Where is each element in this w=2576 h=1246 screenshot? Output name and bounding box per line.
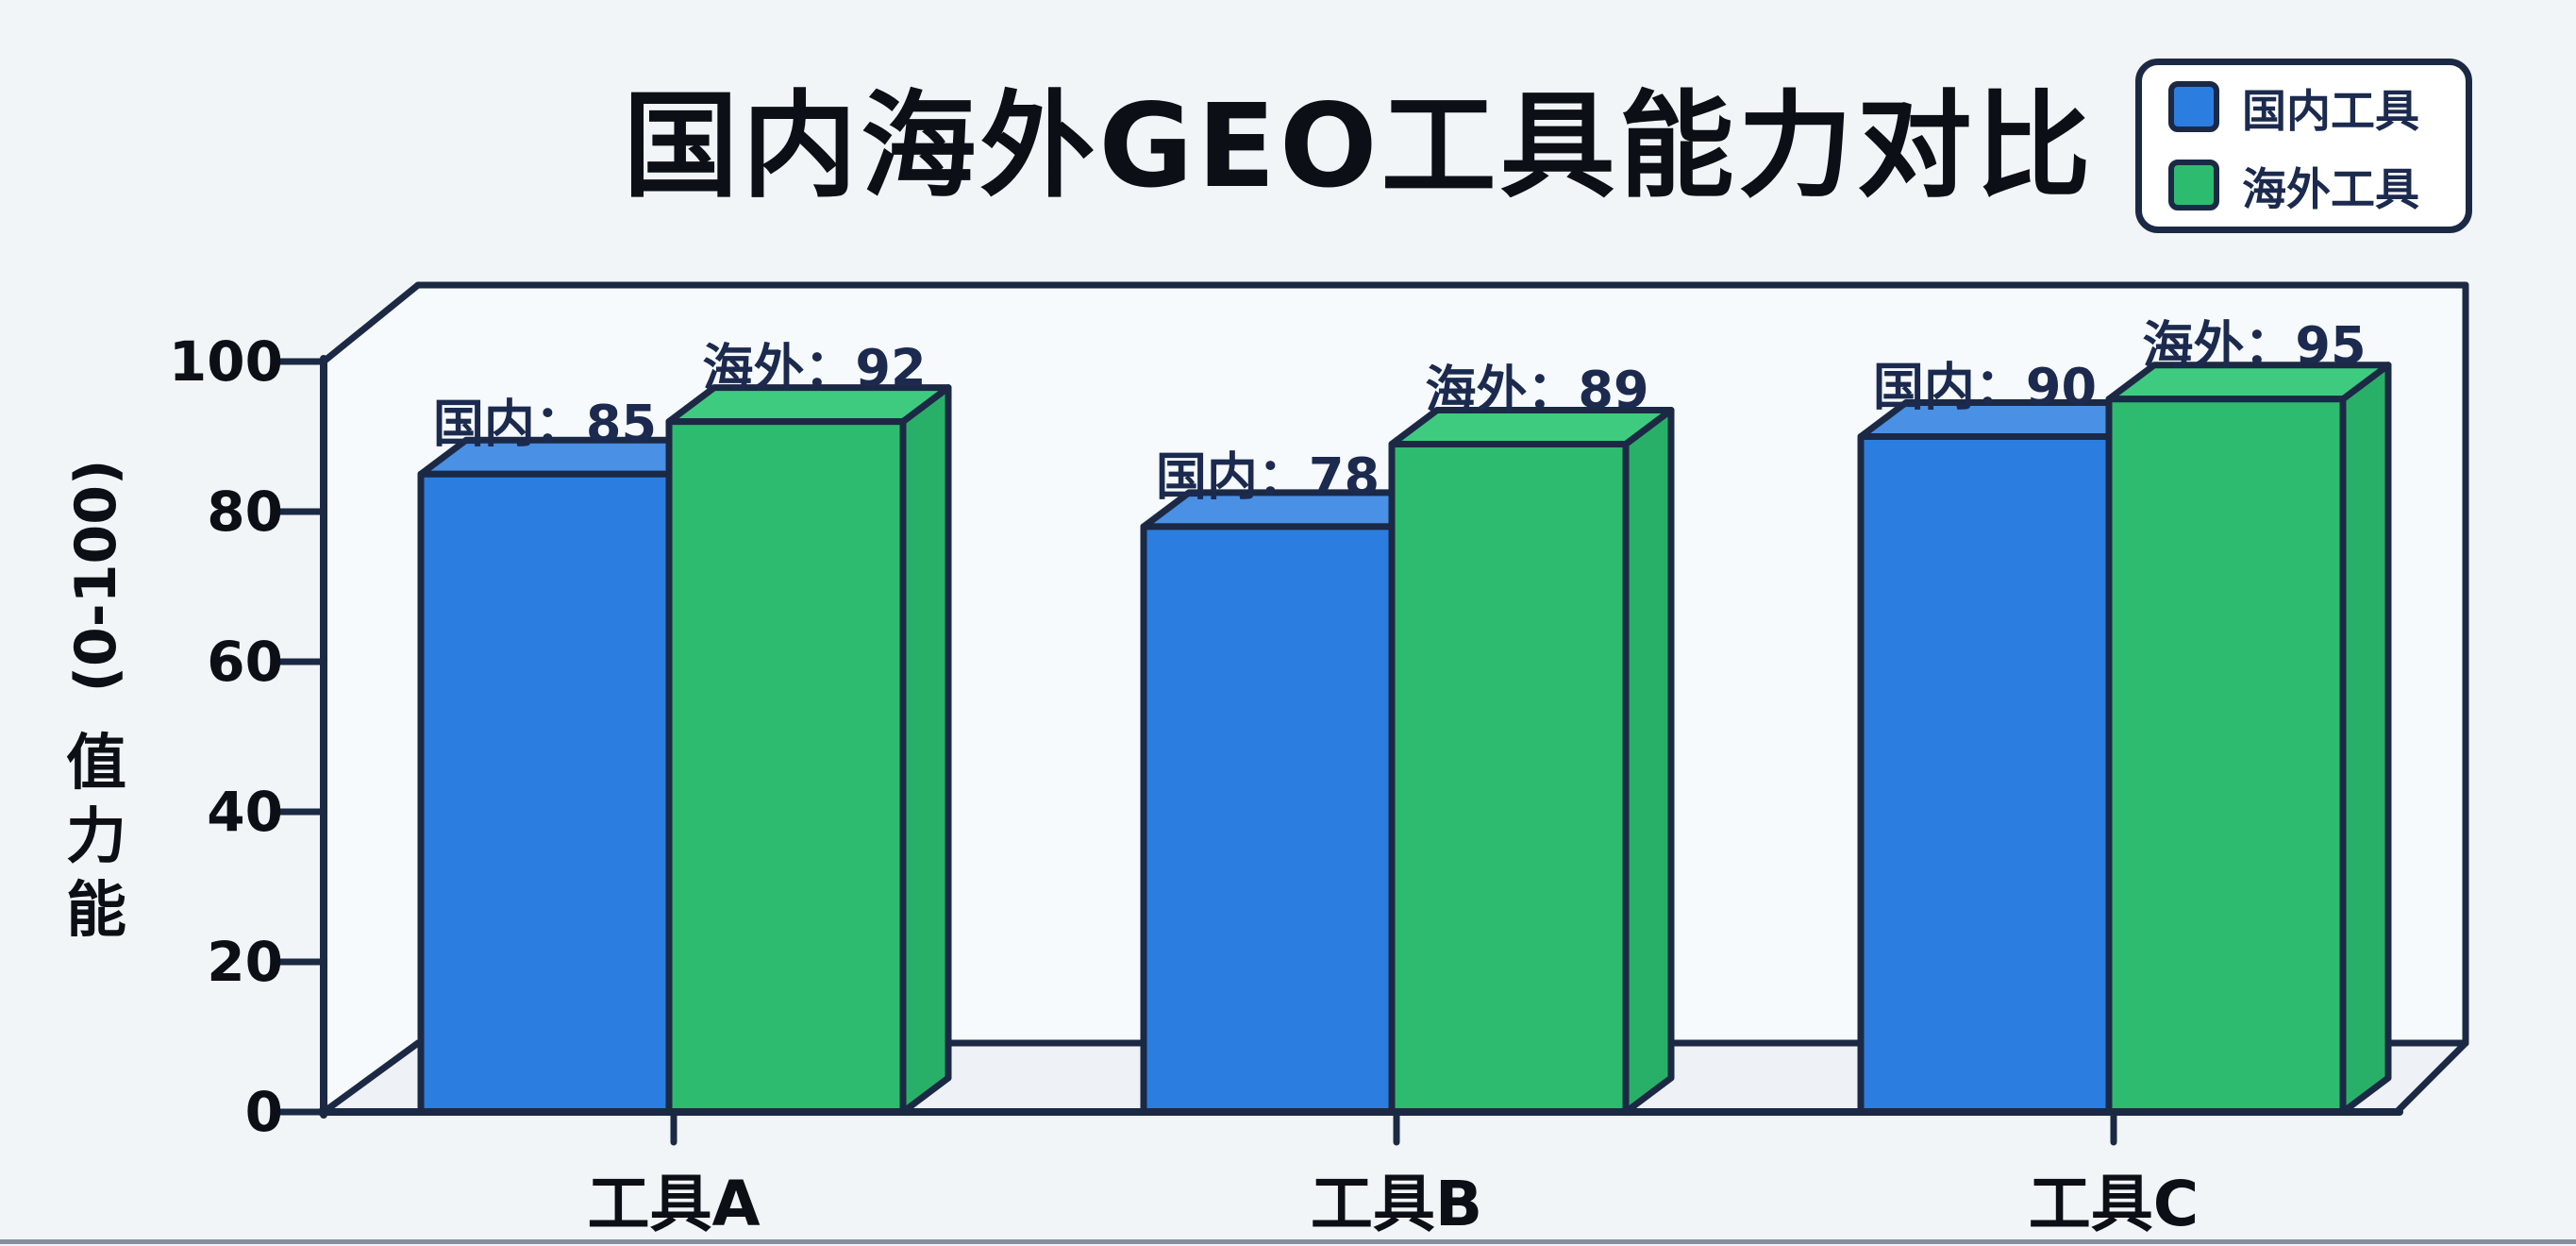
bar-value-label-overseas-0: 海外：92 [702, 338, 927, 398]
y-tick-label-80: 80 [207, 480, 283, 544]
legend-item-domestic: 国内工具 [2168, 75, 2466, 140]
frame-depth-top-left [320, 281, 422, 365]
y-axis-label-char: 力 [66, 802, 126, 872]
frame-depth-bottom-right [2393, 1039, 2469, 1116]
ticks-layer [276, 358, 2117, 1146]
bar-value-label-overseas-2: 海外：95 [2142, 315, 2367, 376]
y-tick-label-0: 0 [244, 1080, 283, 1144]
bar-overseas-0 [665, 418, 907, 1116]
bar-value-label-domestic-2: 国内：90 [1872, 357, 2098, 416]
bars-layer [417, 362, 2392, 1116]
bar-side-face-overseas-0 [899, 384, 952, 1116]
bottom-edge-rule [0, 1239, 2576, 1244]
bar-overseas-1 [1388, 440, 1630, 1116]
y-tick-label-100: 100 [168, 329, 283, 394]
legend: 国内工具 海外工具 [2135, 59, 2472, 233]
bar-side-face-overseas-1 [1622, 406, 1675, 1116]
x-category-label-tool-b: 工具B [1310, 1168, 1483, 1240]
bar-domestic-2 [1857, 433, 2113, 1116]
legend-swatch-overseas [2168, 160, 2219, 210]
y-tick-label-20: 20 [207, 930, 283, 994]
bar-side-face-overseas-2 [2339, 362, 2392, 1116]
bar-value-label-overseas-1: 海外：89 [1425, 360, 1649, 420]
bar-value-label-domestic-1: 国内：78 [1155, 446, 1380, 507]
bar-value-label-domestic-0: 国内：85 [432, 394, 658, 454]
x-category-label-tool-c: 工具C [2028, 1168, 2200, 1240]
frame-depth-bottom-left [320, 1039, 422, 1116]
bar-domestic-0 [417, 470, 673, 1116]
legend-label-overseas: 海外工具 [2242, 163, 2419, 216]
y-axis-label-char: 能 [66, 876, 126, 946]
y-axis-label-range: (0-100) [63, 459, 129, 693]
y-tick-label-40: 40 [207, 780, 283, 844]
y-axis-label-char: 值 [66, 729, 126, 799]
y-axis-label-characters: 值 力 能 [66, 727, 126, 948]
bar-overseas-2 [2105, 396, 2347, 1116]
bar-domestic-1 [1140, 523, 1396, 1116]
chart-title: 国内海外GEO工具能力对比 [623, 79, 2095, 213]
legend-swatch-domestic [2168, 81, 2219, 132]
legend-item-overseas: 海外工具 [2168, 153, 2466, 218]
legend-label-domestic: 国内工具 [2242, 85, 2419, 138]
x-category-label-tool-a: 工具A [587, 1168, 761, 1240]
y-tick-label-60: 60 [207, 630, 283, 694]
